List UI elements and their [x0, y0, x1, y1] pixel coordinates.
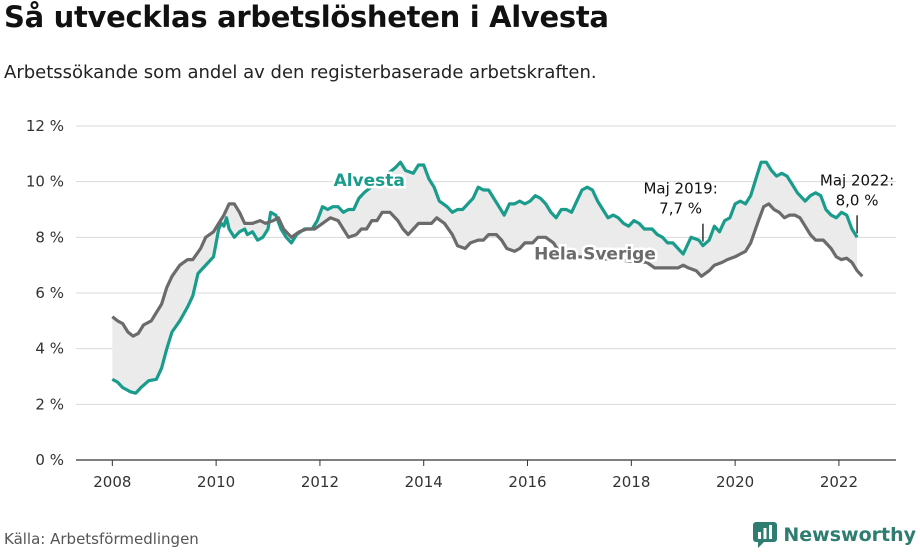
chart-title: Så utvecklas arbetslösheten i Alvesta	[4, 0, 609, 34]
y-tick-label: 0 %	[35, 451, 64, 469]
series-line-hela-sverige	[111, 202, 864, 338]
y-tick-label: 10 %	[26, 173, 64, 191]
annotation-text: Maj 2019:	[643, 180, 717, 198]
chart-bars-icon	[753, 522, 778, 548]
y-tick-label: 8 %	[35, 228, 64, 246]
x-tick-label: 2018	[612, 473, 650, 491]
annotation-text: 7,7 %	[659, 200, 702, 218]
y-tick-label: 6 %	[35, 284, 64, 302]
source-note: Källa: Arbetsförmedlingen	[4, 530, 199, 548]
chart-subtitle: Arbetssökande som andel av den registerb…	[4, 62, 597, 83]
x-tick-label: 2012	[301, 473, 339, 491]
x-tick-label: 2014	[405, 473, 443, 491]
x-tick-label: 2020	[716, 473, 754, 491]
y-tick-label: 12 %	[26, 117, 64, 135]
y-tick-label: 2 %	[35, 395, 64, 413]
annotation-text: Maj 2022:	[820, 171, 894, 189]
brand-name: Newsworthy	[783, 524, 916, 546]
x-tick-label: 2022	[820, 473, 858, 491]
y-tick-label: 4 %	[35, 340, 64, 358]
x-tick-label: 2008	[93, 473, 131, 491]
series-label: Alvesta	[334, 171, 405, 191]
difference-band	[112, 162, 858, 394]
brand-logo: Newsworthy	[753, 520, 916, 550]
series-label: Hela Sverige	[534, 245, 656, 265]
annotation-text: 8,0 %	[836, 191, 879, 209]
x-tick-label: 2016	[508, 473, 546, 491]
x-tick-label: 2010	[197, 473, 235, 491]
series-line-alvesta	[111, 160, 859, 395]
